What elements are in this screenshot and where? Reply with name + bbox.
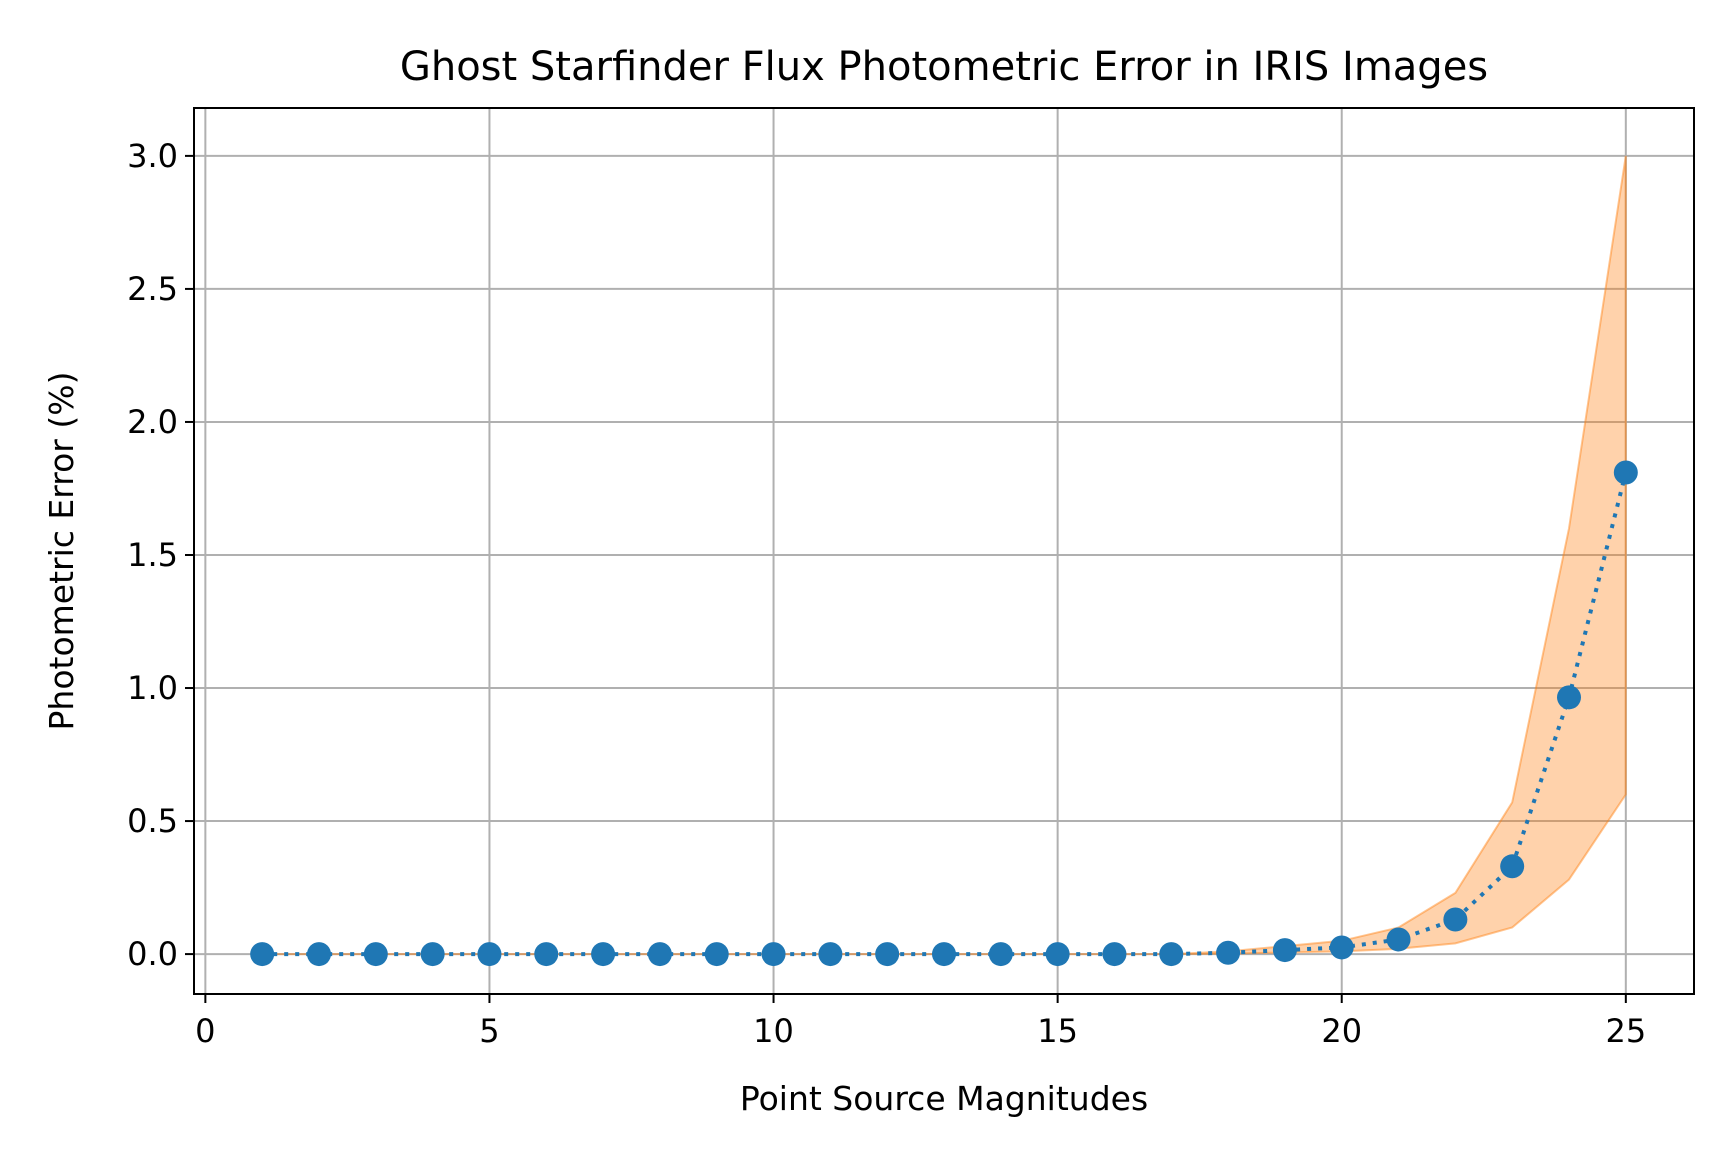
data-point	[477, 942, 502, 967]
data-point	[534, 942, 559, 967]
y-tick-label: 1.0	[127, 669, 178, 707]
data-point	[761, 942, 786, 967]
y-axis-label: Photometric Error (%)	[42, 372, 81, 731]
y-tick-label: 3.0	[127, 137, 178, 175]
data-point	[363, 942, 388, 967]
data-point	[307, 942, 331, 967]
data-point	[1216, 940, 1241, 965]
y-tick-label: 2.0	[127, 403, 178, 441]
plot-frame	[193, 107, 1695, 995]
data-point	[1557, 685, 1581, 710]
x-tick-label: 20	[1321, 1012, 1362, 1050]
data-point	[1500, 854, 1525, 879]
data-point	[1045, 942, 1070, 967]
data-point	[1102, 942, 1127, 967]
x-tick-label: 10	[753, 1012, 794, 1050]
y-tick-label: 2.5	[127, 270, 178, 308]
data-point	[1386, 927, 1411, 952]
y-tick-label: 1.5	[127, 536, 178, 574]
data-point	[1272, 938, 1297, 963]
data-point	[1329, 935, 1354, 960]
x-tick-label: 15	[1037, 1012, 1078, 1050]
data-point	[988, 942, 1013, 967]
data-point	[420, 942, 445, 967]
data-point	[818, 942, 843, 967]
chart-title: Ghost Starfinder Flux Photometric Error …	[400, 44, 1488, 90]
data-point	[1613, 460, 1638, 485]
series-layer	[250, 460, 1638, 967]
data-point	[1159, 942, 1184, 967]
data-point	[1443, 907, 1468, 932]
x-axis-label: Point Source Magnitudes	[740, 1079, 1148, 1118]
x-tick-label: 0	[195, 1012, 215, 1050]
data-point	[704, 942, 729, 967]
data-point	[647, 942, 672, 967]
y-tick-label: 0.5	[127, 802, 178, 840]
y-tick-label: 0.0	[127, 935, 178, 973]
data-point	[932, 942, 956, 967]
x-tick-label: 25	[1605, 1012, 1646, 1050]
data-point	[250, 942, 275, 967]
data-point	[875, 942, 900, 967]
grid-lines	[194, 108, 1694, 994]
axis-ticks: 0 5 10 15 20 25 0.0 0.5 1.0 1.5 2.0 2.5 3.0	[127, 137, 1646, 1050]
data-point	[591, 942, 616, 967]
x-tick-label: 5	[479, 1012, 499, 1050]
